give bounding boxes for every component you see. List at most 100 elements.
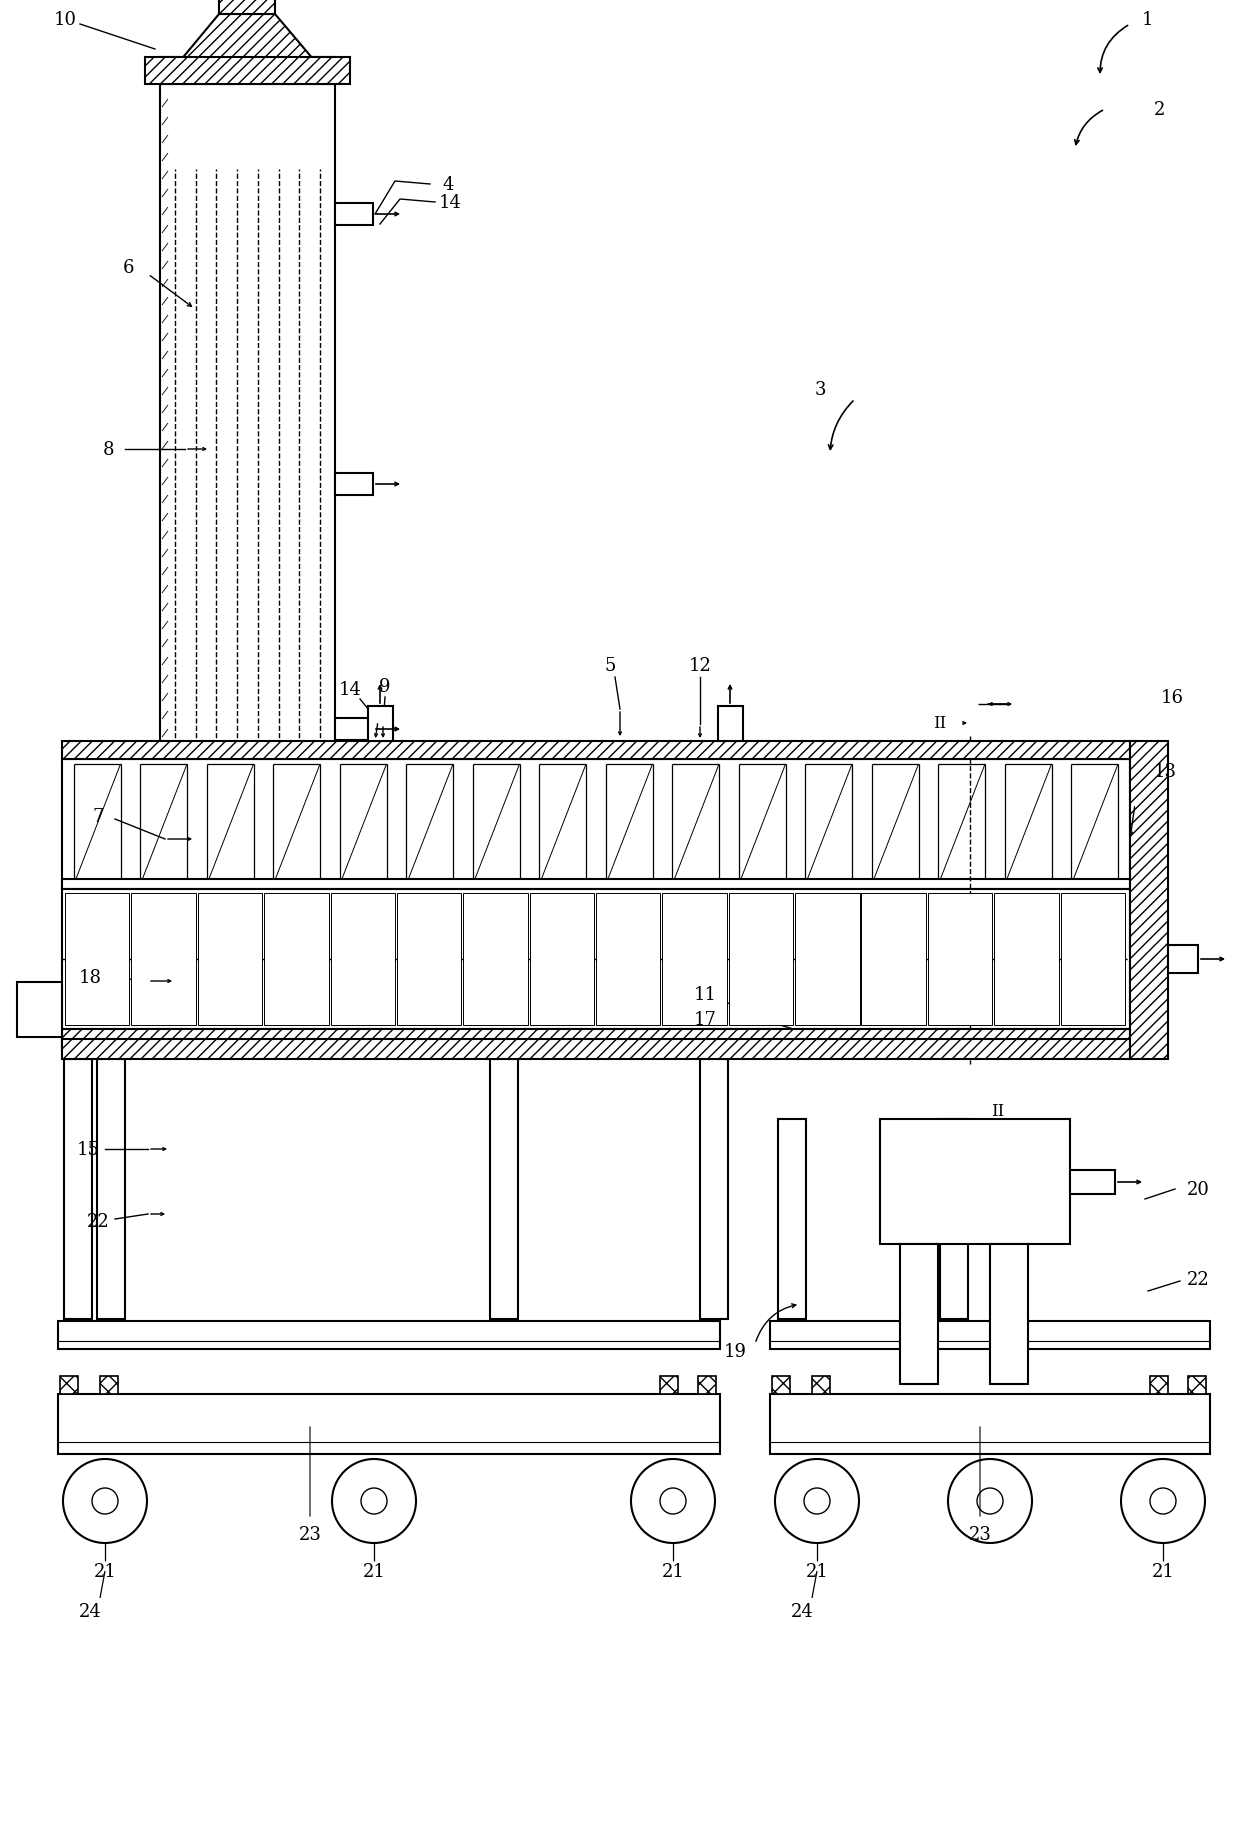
- Circle shape: [977, 1488, 1003, 1513]
- Text: II: II: [991, 1103, 1004, 1120]
- Text: 24: 24: [78, 1602, 102, 1620]
- Text: 14: 14: [439, 193, 461, 211]
- Bar: [64, 1059, 92, 1319]
- Text: 11: 11: [693, 986, 717, 1004]
- Bar: [773, 1376, 790, 1394]
- Bar: [994, 894, 1059, 1026]
- Bar: [770, 1394, 1210, 1455]
- Bar: [880, 1120, 1070, 1245]
- Bar: [219, 0, 275, 15]
- Bar: [1070, 1170, 1115, 1194]
- Bar: [335, 204, 373, 226]
- Circle shape: [92, 1488, 118, 1513]
- Bar: [62, 1039, 1130, 1059]
- Bar: [701, 1059, 728, 1319]
- Text: 20: 20: [1187, 1181, 1209, 1199]
- Bar: [335, 474, 373, 497]
- Bar: [529, 894, 594, 1026]
- Text: 21: 21: [93, 1561, 117, 1580]
- Bar: [397, 894, 461, 1026]
- Text: 22: 22: [1187, 1271, 1209, 1289]
- Bar: [777, 1120, 806, 1319]
- Circle shape: [660, 1488, 686, 1513]
- Text: 1: 1: [1142, 11, 1153, 29]
- Bar: [1060, 894, 1125, 1026]
- Bar: [900, 1245, 937, 1385]
- Text: 9: 9: [379, 677, 391, 695]
- Text: 13: 13: [1153, 763, 1177, 780]
- Text: 4: 4: [443, 177, 454, 193]
- Circle shape: [949, 1458, 1032, 1543]
- Text: 23: 23: [968, 1525, 992, 1543]
- Bar: [795, 894, 859, 1026]
- Bar: [60, 1376, 78, 1394]
- Text: 21: 21: [362, 1561, 386, 1580]
- Text: 10: 10: [53, 11, 77, 29]
- Bar: [58, 1394, 720, 1455]
- Bar: [97, 1059, 125, 1319]
- Text: 22: 22: [87, 1212, 109, 1230]
- Circle shape: [804, 1488, 830, 1513]
- Bar: [17, 982, 62, 1037]
- Bar: [197, 894, 262, 1026]
- Text: 21: 21: [662, 1561, 684, 1580]
- Text: 23: 23: [299, 1525, 321, 1543]
- Bar: [62, 1030, 1130, 1052]
- Bar: [331, 894, 394, 1026]
- Circle shape: [63, 1458, 148, 1543]
- Bar: [64, 894, 129, 1026]
- Bar: [1130, 741, 1168, 1059]
- Bar: [660, 1376, 678, 1394]
- Text: II: II: [934, 715, 946, 732]
- Circle shape: [1121, 1458, 1205, 1543]
- Bar: [62, 890, 1130, 1030]
- Text: 7: 7: [92, 807, 104, 826]
- Bar: [131, 894, 196, 1026]
- Text: 6: 6: [123, 259, 134, 278]
- Bar: [928, 894, 992, 1026]
- Bar: [729, 894, 794, 1026]
- Text: 18: 18: [78, 969, 102, 986]
- Bar: [464, 894, 528, 1026]
- Bar: [596, 894, 661, 1026]
- Bar: [160, 59, 335, 85]
- Text: 17: 17: [693, 1010, 717, 1028]
- Bar: [862, 894, 926, 1026]
- Bar: [718, 706, 743, 741]
- Bar: [62, 879, 1130, 890]
- Bar: [1188, 1376, 1207, 1394]
- Circle shape: [361, 1488, 387, 1513]
- Bar: [1168, 945, 1198, 973]
- Bar: [264, 894, 329, 1026]
- Text: 12: 12: [688, 657, 712, 675]
- Bar: [1149, 1376, 1168, 1394]
- Bar: [62, 741, 1130, 760]
- Bar: [812, 1376, 830, 1394]
- Text: 21: 21: [1152, 1561, 1174, 1580]
- Text: 14: 14: [339, 680, 361, 699]
- Text: 5: 5: [604, 657, 616, 675]
- Bar: [990, 1245, 1028, 1385]
- Bar: [662, 894, 727, 1026]
- Circle shape: [775, 1458, 859, 1543]
- Text: 19: 19: [723, 1342, 746, 1361]
- Circle shape: [1149, 1488, 1176, 1513]
- Text: 24: 24: [791, 1602, 813, 1620]
- Bar: [490, 1059, 518, 1319]
- Circle shape: [631, 1458, 715, 1543]
- Text: 21: 21: [806, 1561, 828, 1580]
- Bar: [770, 1320, 1210, 1350]
- Bar: [160, 79, 335, 820]
- Bar: [145, 59, 350, 85]
- Bar: [940, 1120, 968, 1319]
- Bar: [335, 719, 373, 741]
- Text: 15: 15: [77, 1140, 99, 1159]
- Circle shape: [332, 1458, 415, 1543]
- Bar: [100, 1376, 118, 1394]
- Text: 16: 16: [1161, 688, 1183, 706]
- Bar: [58, 1320, 720, 1350]
- Polygon shape: [165, 15, 330, 79]
- Text: 8: 8: [102, 441, 114, 458]
- Bar: [62, 760, 1130, 890]
- Text: 2: 2: [1154, 101, 1166, 120]
